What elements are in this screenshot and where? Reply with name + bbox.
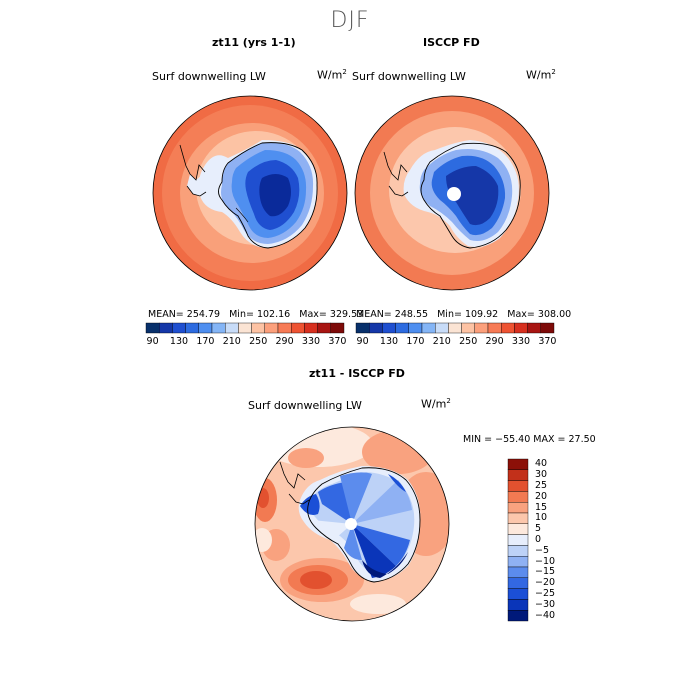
- colorbar-isccp-swatch: [369, 322, 383, 334]
- colorbar-tick-label: 90: [146, 336, 159, 347]
- colorbar-isccp-swatch: [501, 322, 515, 334]
- diff-colorbar-tick-label: −10: [535, 555, 556, 567]
- colorbar-tick-label: 130: [169, 336, 189, 347]
- colorbar-zt11-swatch: [172, 322, 186, 334]
- colorbar-isccp-swatch: [461, 322, 476, 334]
- diff-colorbar-swatch: [507, 480, 529, 492]
- colorbar-zt11-swatch: [211, 322, 226, 334]
- diff-colorbar-swatch: [507, 556, 529, 568]
- colorbar-zt11-swatch: [330, 322, 345, 334]
- colorbar-tick-label: 330: [301, 336, 321, 347]
- diff-range-text: MIN = −55.40 MAX = 27.50: [463, 434, 596, 445]
- colorbar-zt11-swatch: [145, 322, 160, 334]
- colorbar-zt11: [145, 322, 345, 334]
- map-zt11: [153, 96, 347, 290]
- diff-units-label: W/m2: [421, 397, 451, 411]
- diff-colorbar-swatch: [507, 566, 529, 579]
- diff-colorbar-tick-label: 20: [535, 490, 548, 502]
- colorbar-tick-label: 290: [485, 336, 504, 347]
- colorbar-isccp-swatch: [487, 322, 502, 334]
- diff-variable-label: Surf downwelling LW: [248, 399, 362, 412]
- diff-colorbar-tick-label: −40: [535, 609, 556, 621]
- units-label-isccp: W/m2: [526, 68, 556, 82]
- colorbar-isccp-swatch: [421, 322, 436, 334]
- colorbar-zt11-swatch: [238, 322, 252, 334]
- colorbar-isccp-swatch: [514, 322, 528, 334]
- diff-colorbar-swatch: [507, 588, 529, 600]
- colorbar-tick-label: 250: [459, 336, 478, 347]
- stats-isccp: MEAN= 248.55 Min= 109.92 Max= 308.00: [356, 309, 572, 320]
- colorbar-zt11-swatch: [277, 322, 292, 334]
- colorbar-tick-label: 210: [432, 336, 451, 347]
- diff-colorbar-swatch: [507, 534, 529, 546]
- diff-colorbar-tick-label: −15: [535, 566, 556, 578]
- diff-colorbar-swatch: [507, 523, 529, 535]
- colorbar-tick-label: 210: [222, 336, 241, 347]
- colorbar-tick-label: 170: [196, 336, 215, 347]
- diff-colorbar-swatch: [507, 469, 529, 481]
- colorbar-zt11-swatch: [291, 322, 305, 334]
- diff-colorbar-tick-label: 40: [535, 458, 548, 470]
- colorbar-tick-label: 130: [379, 336, 399, 347]
- colorbar-zt11-swatch: [264, 322, 279, 334]
- diff-colorbar-tick-label: −25: [535, 588, 556, 599]
- map-difference: [255, 427, 449, 621]
- colorbar-zt11-swatch: [158, 322, 173, 334]
- diff-colorbar-tick-label: 30: [535, 469, 548, 481]
- diff-colorbar-swatch: [507, 458, 529, 471]
- diff-colorbar-tick-label: 10: [535, 512, 548, 524]
- colorbar-tick-label: 370: [328, 336, 347, 347]
- colorbar-tick-label: 330: [511, 336, 531, 347]
- diff-colorbar-tick-label: −30: [535, 598, 556, 610]
- colorbar-zt11-swatch: [185, 322, 200, 334]
- colorbar-zt11-swatch: [317, 322, 332, 334]
- diff-colorbar-swatch: [507, 545, 529, 557]
- colorbar-tick-label: 170: [406, 336, 425, 347]
- colorbar-zt11-swatch: [198, 322, 213, 334]
- colorbar-zt11-swatch: [251, 322, 266, 334]
- colorbar-isccp-swatch: [395, 322, 410, 334]
- map-border-isccp: [354, 95, 550, 291]
- diff-panel-title: zt11 - ISCCP FD: [309, 367, 405, 380]
- map-isccp: [355, 96, 549, 290]
- colorbar-isccp: [355, 322, 555, 334]
- figure-title: DJF: [330, 8, 370, 33]
- units-label-zt11: W/m2: [317, 68, 347, 82]
- diff-colorbar-tick-label: 0: [535, 534, 542, 545]
- colorbar-tick-label: 90: [356, 336, 369, 347]
- colorbar-isccp-swatch: [435, 322, 449, 334]
- colorbar-zt11-swatch: [224, 322, 239, 334]
- map-border-zt11: [152, 95, 348, 291]
- colorbar-difference: [507, 458, 529, 622]
- colorbar-tick-label: 370: [538, 336, 557, 347]
- colorbar-isccp-swatch: [474, 322, 489, 334]
- diff-colorbar-swatch: [507, 512, 529, 525]
- stats-zt11: MEAN= 254.79 Min= 102.16 Max= 329.53: [148, 309, 364, 320]
- diff-colorbar-swatch: [507, 577, 529, 589]
- colorbar-isccp-swatch: [382, 322, 396, 334]
- variable-label-zt11: Surf downwelling LW: [152, 70, 266, 83]
- diff-colorbar-tick-label: 5: [535, 523, 542, 535]
- map-border-difference: [254, 426, 450, 622]
- colorbar-tick-label: 290: [275, 336, 294, 347]
- diff-colorbar-tick-label: −20: [535, 577, 556, 589]
- colorbar-isccp-swatch: [527, 322, 541, 334]
- diff-colorbar-swatch: [507, 502, 529, 514]
- diff-colorbar-swatch: [507, 610, 529, 622]
- panel-title-zt11: zt11 (yrs 1-1): [212, 36, 296, 49]
- diff-colorbar-tick-label: 25: [535, 480, 548, 491]
- diff-colorbar-swatch: [507, 599, 529, 611]
- colorbar-isccp-swatch: [448, 322, 462, 334]
- colorbar-isccp-swatch: [540, 322, 555, 334]
- colorbar-isccp-swatch: [408, 322, 423, 334]
- variable-label-isccp: Surf downwelling LW: [352, 70, 466, 83]
- diff-colorbar-tick-label: −5: [535, 544, 550, 556]
- colorbar-isccp-swatch: [355, 322, 370, 334]
- diff-colorbar-tick-label: 15: [535, 501, 548, 513]
- colorbar-tick-label: 250: [249, 336, 268, 347]
- colorbar-zt11-swatch: [304, 322, 318, 334]
- diff-colorbar-swatch: [507, 491, 529, 503]
- panel-title-isccp: ISCCP FD: [423, 36, 480, 49]
